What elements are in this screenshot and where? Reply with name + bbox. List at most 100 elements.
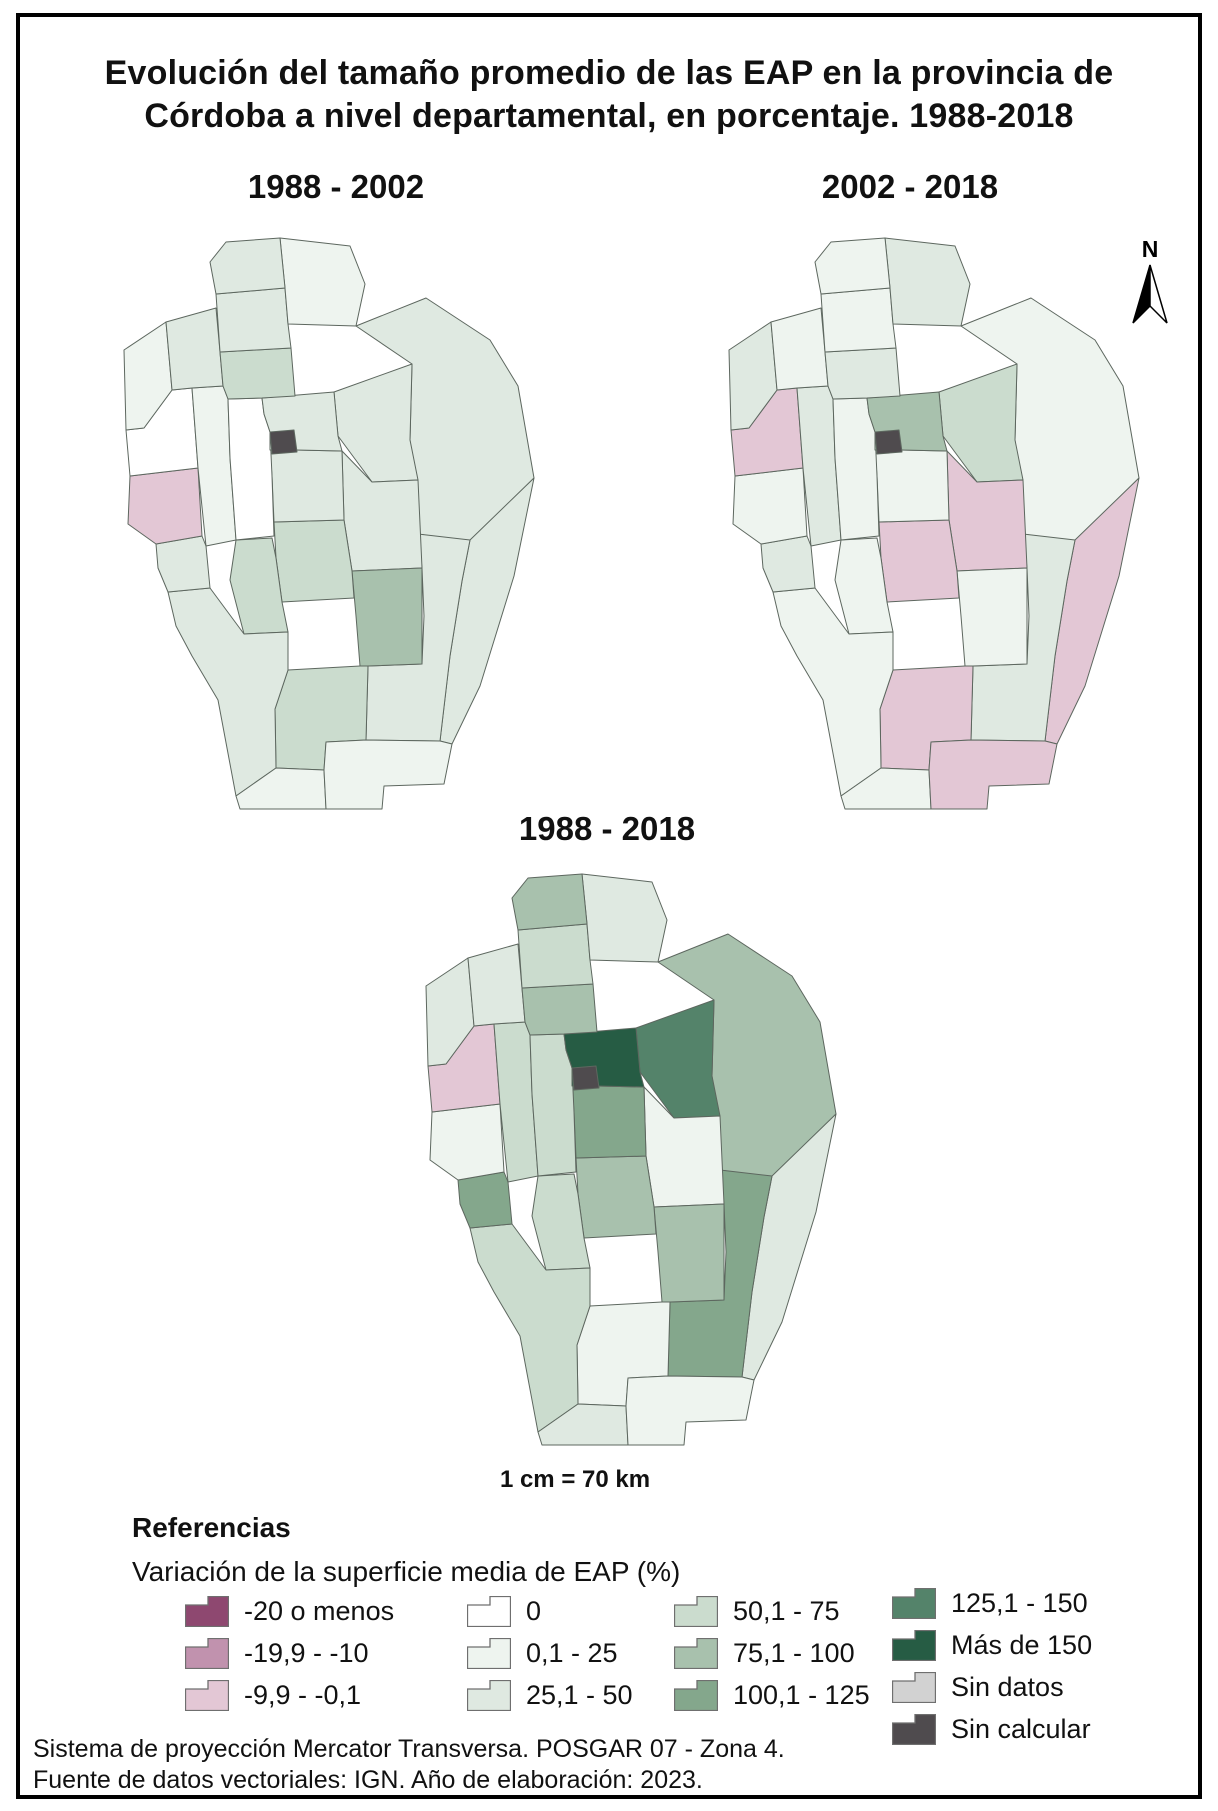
figure-title-line1: Evolución del tamaño promedio de las EAP… (104, 54, 1114, 92)
department-pocho (429, 1103, 505, 1181)
department-rio_cuarto (772, 587, 894, 797)
north-arrow-label: N (1142, 236, 1159, 262)
legend-item: 0 (467, 1596, 633, 1627)
legend-label: 25,1 - 50 (526, 1680, 633, 1710)
choropleth-map-2002-2018 (728, 237, 1140, 810)
legend-label: -9,9 - -0,1 (244, 1680, 362, 1710)
department-pocho (127, 467, 203, 545)
footer-projection: Sistema de proyección Mercator Transvers… (33, 1735, 785, 1763)
legend-label: 50,1 - 75 (733, 1596, 840, 1626)
legend-swatch-c75 (674, 1596, 718, 1627)
legend-swatch-c0 (467, 1596, 511, 1627)
legend-swatch-m9 (185, 1680, 229, 1711)
legend-item: 125,1 - 150 (892, 1588, 1092, 1619)
legend-label: 100,1 - 125 (733, 1680, 870, 1710)
north-arrow-right-half (1149, 264, 1168, 324)
outer-border (16, 13, 1202, 1799)
department-pocho (732, 467, 808, 545)
department-rio_seco (581, 873, 668, 963)
department-san_javier (457, 1171, 513, 1229)
legend-item: -19,9 - -10 (185, 1638, 394, 1669)
legend-swatch-nocalc (892, 1714, 936, 1745)
legend-swatch-m19 (185, 1638, 229, 1669)
department-totoral (521, 983, 598, 1036)
map-label-1988-2002: 1988 - 2002 (247, 168, 425, 205)
department-tercero_arriba (575, 1155, 657, 1239)
department-capital (269, 429, 298, 455)
department-capital (874, 429, 903, 455)
department-calamuchita (531, 1173, 591, 1271)
legend-column-negative: -20 o menos -19,9 - -10 -9,9 - -0,1 (185, 1596, 394, 1711)
department-cruz_del_eje (425, 957, 475, 1067)
legend-item: -9,9 - -0,1 (185, 1680, 394, 1711)
legend-column-low: 0 0,1 - 25 25,1 - 50 (467, 1596, 633, 1711)
legend-item: 50,1 - 75 (674, 1596, 870, 1627)
map-label-1988-2018: 1988 - 2018 (518, 810, 696, 847)
department-capital (571, 1065, 600, 1091)
legend-swatch-c50 (467, 1680, 511, 1711)
department-calamuchita (229, 537, 289, 635)
footer-notes: Sistema de proyección Mercator Transvers… (33, 1734, 785, 1796)
department-rio_seco (279, 237, 366, 327)
legend-item: Sin calcular (892, 1714, 1092, 1745)
legend-swatch-c150p (892, 1630, 936, 1661)
map-label-2002-2018: 2002 - 2018 (821, 168, 999, 205)
department-totoral (219, 347, 296, 400)
department-santa_maria (571, 1085, 647, 1159)
legend-label: 0 (526, 1596, 542, 1626)
department-san_javier (155, 535, 211, 593)
figure-title-line2: Córdoba a nivel departamental, en porcen… (144, 97, 1074, 135)
department-gsm (653, 1203, 725, 1303)
legend-swatch-nodata (892, 1672, 936, 1703)
north-arrow-left-half (1132, 264, 1151, 324)
department-cruz_del_eje (123, 321, 173, 431)
department-tulumba (820, 287, 897, 353)
legend-label: -20 o menos (244, 1596, 395, 1626)
legend-label: Sin datos (951, 1672, 1064, 1702)
legend-swatch-m20 (185, 1596, 229, 1627)
legend-column-high: 125,1 - 150 Más de 150 Sin datos Sin calcul… (892, 1588, 1092, 1745)
legend-item: -20 o menos (185, 1596, 394, 1627)
legend-heading: Referencias (132, 1512, 291, 1543)
department-san_javier (760, 535, 816, 593)
map-scale-text: 1 cm = 70 km (499, 1466, 651, 1493)
department-calamuchita (834, 537, 894, 635)
legend-swatch-c150 (892, 1588, 936, 1619)
department-sobremonte (814, 237, 891, 295)
department-tercero_arriba (273, 519, 355, 603)
legend-label: Más de 150 (951, 1630, 1093, 1660)
department-saenz_pena (625, 1375, 755, 1446)
department-cruz_del_eje (728, 321, 778, 431)
legend-subtitle: Variación de la superficie media de EAP … (132, 1556, 681, 1587)
figure-title: Evolución del tamaño promedio de las EAP… (0, 52, 1218, 138)
department-sobremonte (511, 873, 588, 931)
department-tulumba (517, 923, 594, 989)
department-ischilin (165, 307, 224, 391)
department-sobremonte (209, 237, 286, 295)
legend-item: 100,1 - 125 (674, 1680, 870, 1711)
choropleth-map-1988-2002 (123, 237, 535, 810)
legend-label: 75,1 - 100 (733, 1638, 855, 1668)
department-santa_maria (269, 449, 345, 523)
legend-item: Más de 150 (892, 1630, 1092, 1661)
department-gsm (956, 567, 1028, 667)
legend-label: 125,1 - 150 (951, 1588, 1088, 1618)
department-ischilin (467, 943, 526, 1027)
legend-swatch-c125 (674, 1680, 718, 1711)
department-tercero_arriba (878, 519, 960, 603)
department-rio_cuarto (469, 1223, 591, 1433)
legend-column-mid: 50,1 - 75 75,1 - 100 100,1 - 125 (674, 1596, 870, 1711)
legend-label: 0,1 - 25 (526, 1638, 618, 1668)
department-saenz_pena (323, 739, 453, 810)
legend-item: 0,1 - 25 (467, 1638, 633, 1669)
department-santa_maria (874, 449, 950, 523)
legend-item: Sin datos (892, 1672, 1092, 1703)
legend-label: -19,9 - -10 (244, 1638, 369, 1668)
legend-item: 75,1 - 100 (674, 1638, 870, 1669)
department-saenz_pena (928, 739, 1058, 810)
department-ischilin (770, 307, 829, 391)
department-tulumba (215, 287, 292, 353)
legend-item: 25,1 - 50 (467, 1680, 633, 1711)
department-totoral (824, 347, 901, 400)
